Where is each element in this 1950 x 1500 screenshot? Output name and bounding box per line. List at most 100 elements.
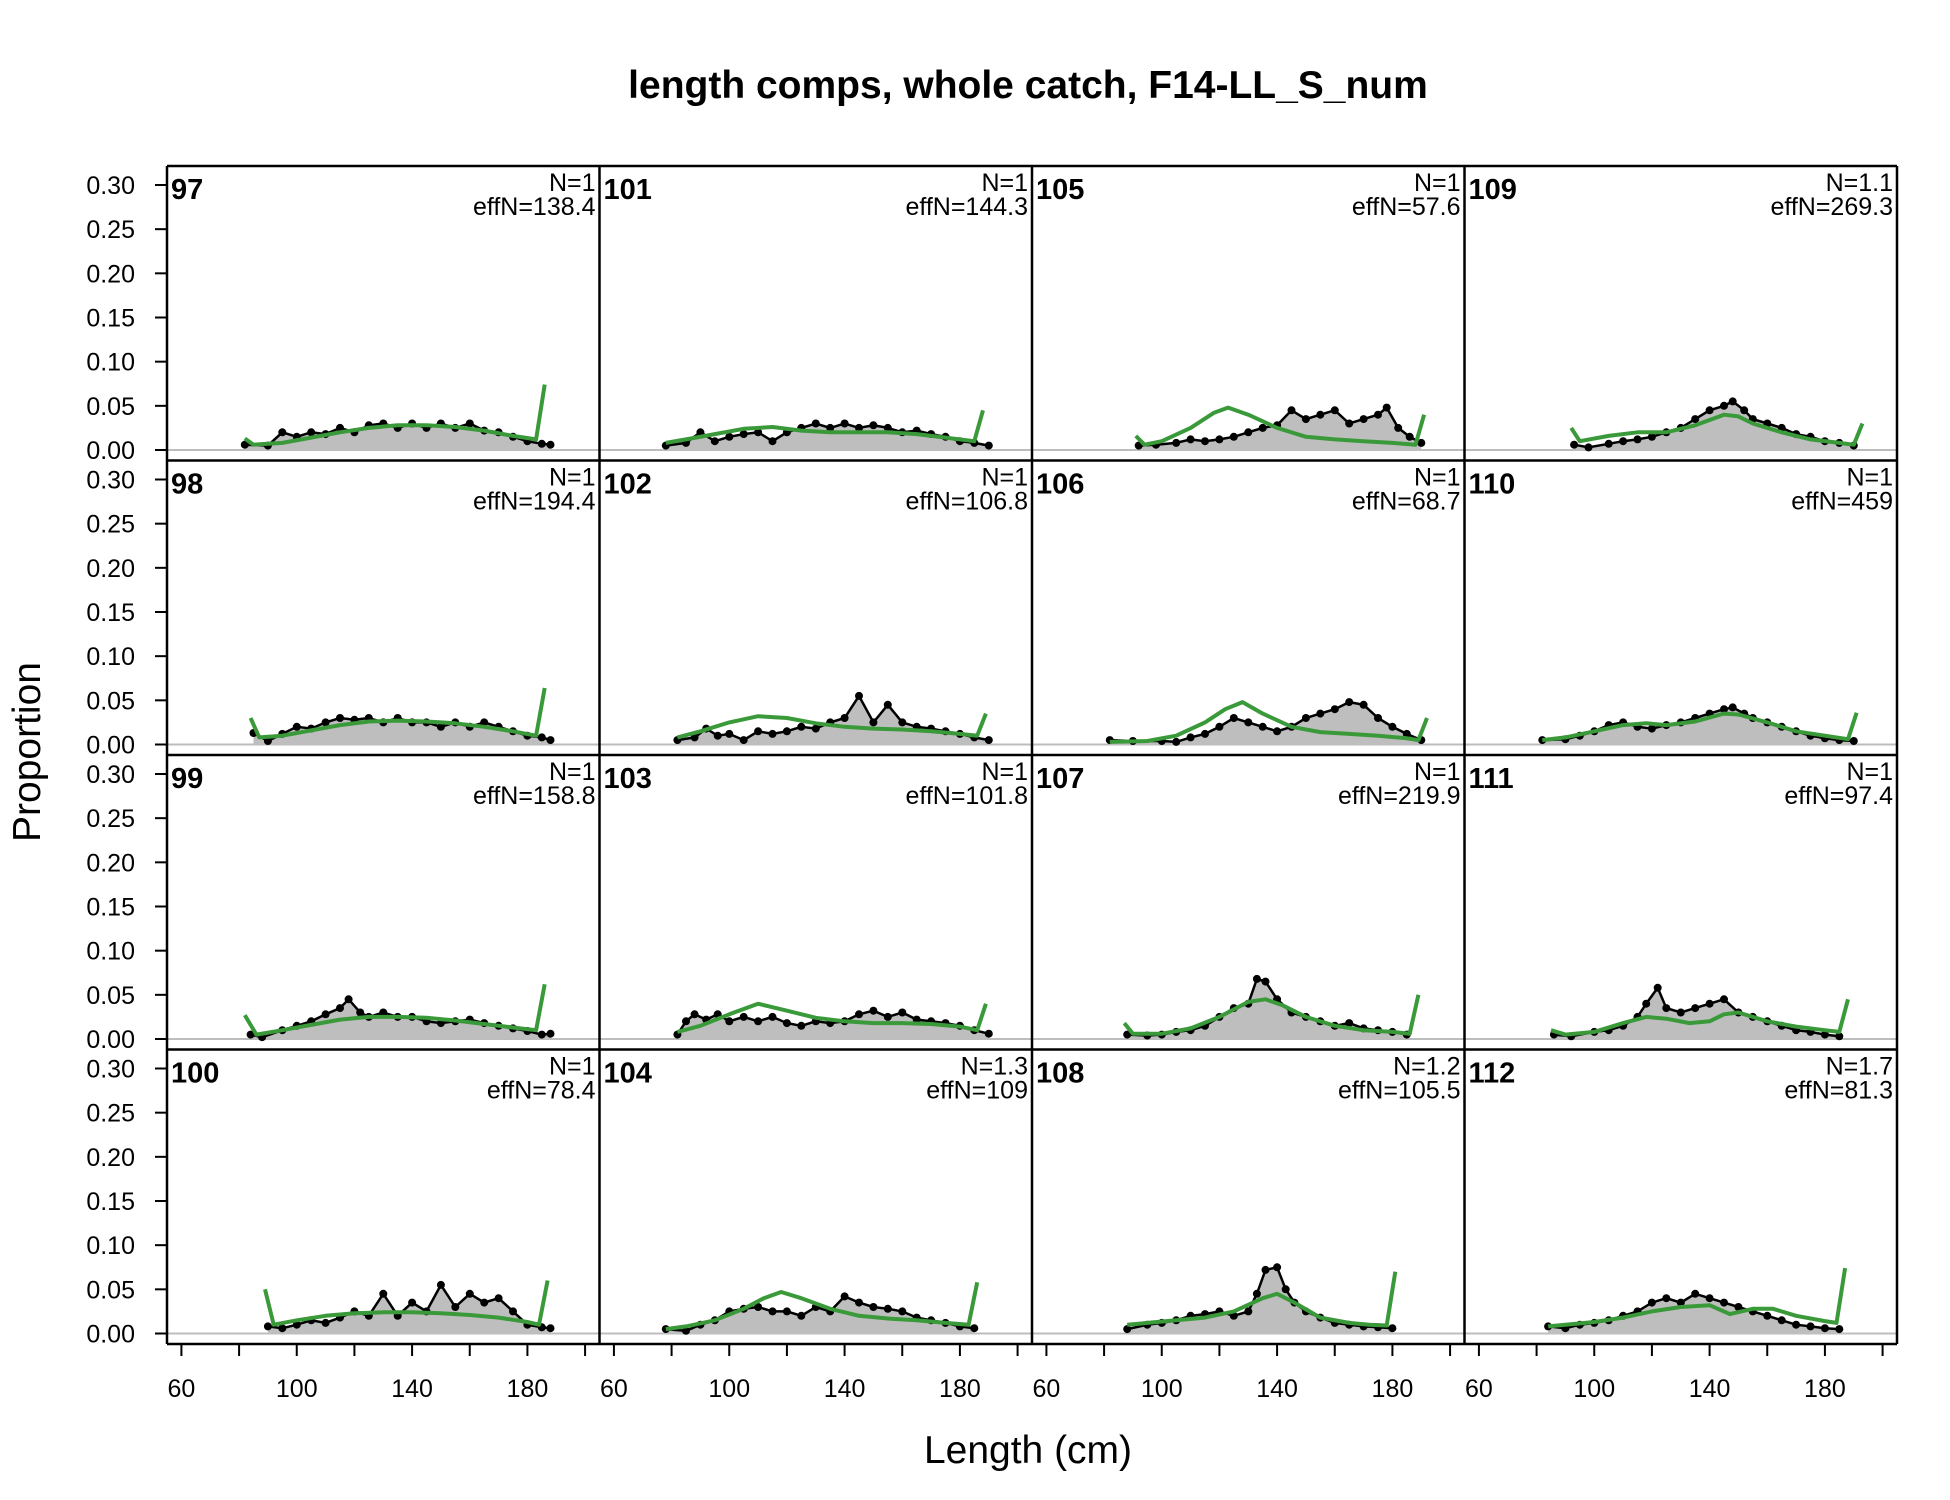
- observed-point: [797, 722, 806, 731]
- panel-n-label: N=1.1: [1826, 169, 1893, 197]
- panel-effn-label: effN=68.7: [1352, 488, 1461, 516]
- observed-point: [1301, 714, 1310, 722]
- x-tick-label: 100: [1141, 1375, 1183, 1403]
- y-tick-label: 0.00: [86, 1321, 135, 1349]
- observed-area: [665, 423, 989, 450]
- observed-point: [1273, 1263, 1282, 1272]
- expected-line: [1109, 700, 1429, 744]
- panel-effn-label: effN=158.8: [473, 782, 596, 810]
- observed-point: [754, 727, 763, 736]
- panel-id-label: 112: [1469, 1058, 1516, 1090]
- panel-id-label: 98: [171, 469, 203, 501]
- observed-point: [739, 1012, 748, 1021]
- axes-layer: 0.000.050.100.150.200.250.300.000.050.10…: [86, 164, 1899, 1403]
- observed-point: [1849, 737, 1858, 745]
- observed-point: [869, 1303, 878, 1311]
- observed-point: [1345, 1019, 1354, 1028]
- observed-point: [811, 724, 820, 733]
- observed-point: [1244, 428, 1253, 437]
- observed-point: [546, 1324, 555, 1333]
- panel-id-label: 97: [171, 174, 203, 206]
- x-tick-label: 180: [939, 1375, 981, 1403]
- y-tick-label: 0.30: [86, 172, 135, 200]
- x-tick-label: 180: [507, 1375, 549, 1403]
- y-tick-label: 0.10: [86, 1232, 135, 1260]
- panel-n-label: N=1: [1846, 758, 1893, 786]
- y-tick-label: 0.10: [86, 643, 135, 671]
- observed-point: [1261, 977, 1270, 986]
- observed-point: [1345, 419, 1354, 428]
- x-tick-label: 60: [600, 1375, 628, 1403]
- observed-point: [1642, 999, 1651, 1008]
- chart-title: length comps, whole catch, F14-LL_S_num: [628, 64, 1428, 107]
- observed-point: [1382, 403, 1391, 412]
- expected-line: [248, 687, 547, 740]
- observed-point: [1330, 406, 1339, 415]
- observed-point: [1359, 415, 1368, 424]
- panel-id-label: 99: [171, 763, 203, 795]
- observed-point: [984, 441, 993, 450]
- observed-point: [356, 1008, 365, 1017]
- observed-point: [883, 1304, 892, 1313]
- observed-point: [240, 440, 249, 449]
- observed-point: [883, 1012, 892, 1021]
- panel-id-label: 104: [604, 1058, 652, 1090]
- panel-n-label: N=1.7: [1826, 1053, 1893, 1081]
- observed-point: [1229, 714, 1238, 722]
- x-tick-label: 100: [708, 1375, 750, 1403]
- x-tick-label: 140: [1256, 1375, 1298, 1403]
- observed-area: [665, 1296, 975, 1334]
- observed-point: [725, 432, 734, 441]
- observed-point: [1740, 406, 1749, 415]
- observed-point: [1705, 406, 1714, 415]
- observed-point: [1172, 438, 1181, 447]
- observed-point: [1662, 1004, 1671, 1013]
- panel-n-label: N=1.2: [1393, 1053, 1460, 1081]
- observed-point: [278, 428, 287, 437]
- panel-effn-label: effN=78.4: [487, 1077, 596, 1105]
- observed-point: [344, 995, 353, 1004]
- x-tick-label: 140: [1689, 1375, 1731, 1403]
- observed-point: [797, 1021, 806, 1030]
- observed-point: [811, 419, 820, 428]
- observed-point: [1691, 1289, 1700, 1298]
- observed-point: [1316, 410, 1325, 419]
- panel-n-label: N=1: [981, 758, 1028, 786]
- y-tick-label: 0.15: [86, 599, 135, 627]
- observed-point: [1647, 1298, 1656, 1307]
- observed-point: [1728, 397, 1737, 406]
- panel-effn-label: effN=219.9: [1338, 782, 1461, 810]
- observed-point: [292, 722, 301, 731]
- observed-point: [782, 727, 791, 736]
- observed-point: [1201, 437, 1209, 446]
- observed-point: [1763, 1311, 1772, 1320]
- panel-effn-label: effN=106.8: [905, 488, 1028, 516]
- observed-point: [869, 718, 878, 727]
- expected-line: [1547, 1267, 1848, 1329]
- panel-effn-label: effN=459: [1791, 488, 1893, 516]
- observed-point: [1647, 724, 1656, 733]
- observed-area: [677, 695, 989, 745]
- observed-point: [696, 428, 705, 437]
- expected-line: [1122, 994, 1421, 1036]
- expected-line: [243, 384, 547, 447]
- x-tick-label: 180: [1804, 1375, 1846, 1403]
- x-tick-label: 60: [168, 1375, 196, 1403]
- observed-point: [1647, 432, 1656, 441]
- observed-point: [1705, 999, 1714, 1008]
- observed-point: [436, 722, 445, 731]
- observed-point: [1287, 406, 1296, 415]
- observed-point: [1374, 410, 1382, 419]
- y-axis-label: Proportion: [6, 662, 49, 842]
- observed-point: [1402, 729, 1411, 738]
- observed-point: [898, 718, 907, 727]
- panel-n-label: N=1: [549, 758, 596, 786]
- panel-id-label: 111: [1469, 763, 1514, 795]
- expected-line: [665, 1281, 980, 1332]
